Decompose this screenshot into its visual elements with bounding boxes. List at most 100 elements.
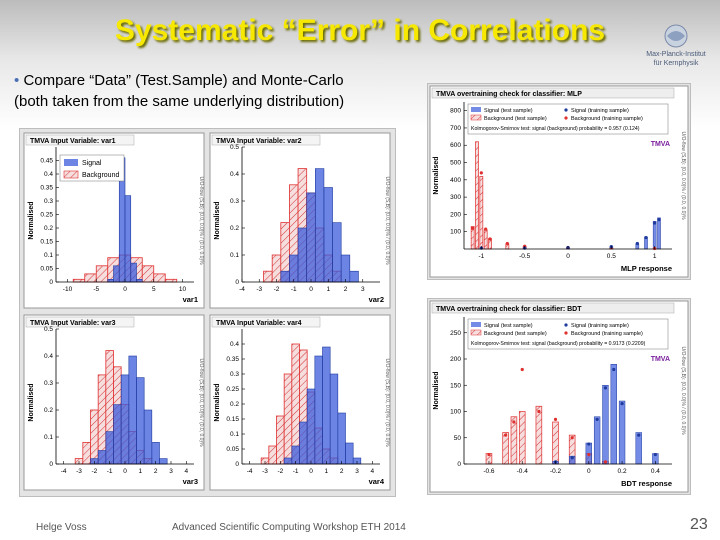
legend-signal-train-label: Signal (training sample) [571,323,629,329]
signal-bar [120,374,130,465]
signal-bar [159,458,168,465]
y-tick-label: 150 [450,382,461,389]
signal-bar [128,355,137,465]
background-bar [72,278,86,283]
x-axis-label: var1 [183,295,198,304]
signal-bar [97,450,107,465]
signal-bar [283,457,293,465]
legend-signal-test-swatch [471,107,481,112]
x-tick-label: -3 [256,286,262,293]
signal-train-point [644,235,648,240]
footer-event: Advanced Scientific Computing Workshop E… [172,522,406,533]
x-tick-label: 1 [326,286,330,293]
x-tick-label: -5 [93,286,99,293]
background-train-point [487,452,491,457]
plot-title: TMVA Input Variable: var4 [216,320,302,327]
x-axis-label: BDT response [621,479,672,488]
y-tick-label: 0.2 [44,225,53,232]
y-tick-label: 0.4 [44,353,53,360]
y-tick-label: 800 [450,108,461,115]
signal-bar [349,270,359,283]
signal-bar [299,421,308,465]
background-bar [276,415,285,465]
legend-background-test-swatch [470,329,482,336]
x-tick-label: 1 [653,253,657,260]
y-tick-label: 0.5 [230,144,239,151]
logo-line2: für Kernphysik [654,60,699,67]
plot-title-box [211,316,321,328]
x-tick-label: 0.4 [651,468,660,475]
background-train-point [484,227,488,231]
legend-box [467,103,669,135]
y-tick-label: 0.3 [44,198,53,205]
y-axis-label: Normalised [214,383,221,421]
x-tick-label: 0 [309,286,313,293]
legend-box [467,318,669,350]
x-tick-label: -1 [107,468,113,475]
legend-background-test-label: Background (test sample) [484,331,547,337]
y-tick-label: 250 [450,330,461,337]
ks-test-text: Kolmogorov-Smirnov test: signal (backgro… [471,341,646,347]
legend-signal-label: Signal [82,160,102,167]
y-tick-label: 0.1 [230,431,239,438]
bullet-line-1-text: Compare “Data” (Test.Sample) and Monte-C… [23,72,344,89]
signal-bar [113,265,120,283]
signal-bar [322,346,331,465]
plot-var1: TMVA Input Variable: var1 -10 -5 0 5 10 0 0.05 0… [23,132,205,309]
x-tick-label: 2 [344,286,348,293]
legend-signal-test-label: Signal (test sample) [484,323,533,329]
signal-test-bar [657,217,661,250]
legend-background-test-swatch [470,114,482,121]
y-tick-label: 0.4 [230,171,239,178]
signal-bar [151,442,160,465]
x-tick-label: -4 [239,286,245,293]
legend-signal-test-swatch [471,322,481,327]
signal-bar [315,168,325,283]
y-axis-label: Normalised [28,201,35,239]
signal-train-point [587,442,591,446]
signal-test-bar [618,400,626,465]
x-tick-label: -3 [262,468,268,475]
overflow-label: U/O-flow (S,B): (0.0, 0.0)% / (0.0, 0.0)… [198,358,204,447]
y-tick-label: 0.15 [226,416,239,423]
ks-test-text: Kolmogorov-Smirnov test: signal (backgro… [471,126,640,132]
legend-background-train-label: Background (training sample) [571,331,643,337]
y-axis-label: Normalised [433,371,440,409]
y-tick-label: 0.3 [44,380,53,387]
y-tick-label: 0.35 [226,356,239,363]
institute-logo: Max-Planck-Institut für Kernphysik [640,22,712,70]
x-tick-label: -0.6 [483,468,495,475]
background-train-point [505,241,509,246]
x-tick-label: -10 [63,286,73,293]
x-tick-label: -1 [293,468,299,475]
y-tick-label: 0.1 [44,252,53,259]
y-tick-label: 0.1 [230,252,239,259]
y-tick-label: 0.1 [44,434,53,441]
plot-title: TMVA Input Variable: var3 [30,320,116,327]
plot-bdt: TMVA overtraining check for classifier: … [429,300,689,493]
plot-var2: TMVA Input Variable: var2 -4 -3 -2 -1 0 1 2 3 0 0.… [209,132,391,309]
background-bar [82,441,91,465]
signal-bar [337,412,346,465]
legend-signal-swatch [64,159,78,166]
y-tick-label: 100 [450,229,461,236]
x-tick-label: 10 [179,286,187,293]
y-tick-label: 300 [450,194,461,201]
background-train-point [570,436,574,440]
background-test-bar [552,421,559,465]
x-tick-label: -2 [277,468,283,475]
plot-mlp: TMVA overtraining check for classifier: … [429,85,689,278]
y-tick-label: 0.4 [230,341,239,348]
x-tick-label: -2 [91,468,97,475]
signal-test-bar [602,385,609,465]
x-tick-label: 3 [355,468,359,475]
x-tick-label: -0.5 [519,253,531,260]
y-tick-label: 600 [450,142,461,149]
background-bar [95,265,109,283]
y-axis-label: Normalised [433,156,440,194]
y-tick-label: 400 [450,177,461,184]
x-axis-label: var3 [183,477,198,486]
background-bar [268,445,277,465]
signal-bar [332,222,342,283]
background-train-point [479,171,483,175]
